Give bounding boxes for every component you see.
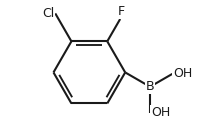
Text: OH: OH (151, 106, 170, 119)
Text: Cl: Cl (42, 7, 54, 20)
Text: B: B (146, 80, 154, 93)
Text: F: F (117, 5, 125, 18)
Text: OH: OH (173, 67, 193, 80)
